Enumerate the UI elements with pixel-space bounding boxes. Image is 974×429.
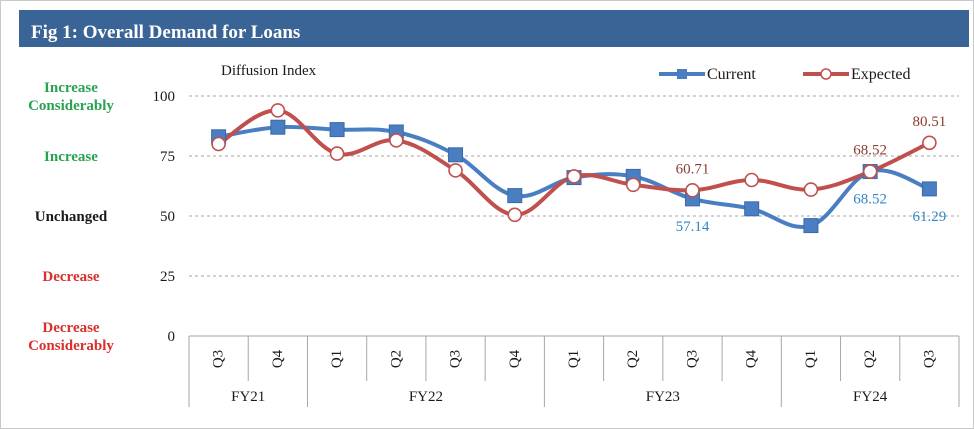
group-label: FY21	[231, 389, 265, 405]
x-tick-label: Q1	[803, 350, 819, 368]
y-tick-label: 100	[153, 89, 176, 105]
data-point	[329, 122, 345, 138]
data-point	[685, 182, 700, 198]
y-axis-title: Diffusion Index	[221, 63, 317, 79]
legend-label: Expected	[851, 66, 911, 83]
legend: Current Expected	[659, 66, 911, 83]
series-markers	[211, 103, 937, 234]
data-point	[566, 169, 582, 184]
data-point	[921, 181, 937, 197]
data-point	[329, 146, 345, 161]
x-tick-label: Q2	[862, 350, 878, 368]
y-tick-label: 50	[160, 209, 175, 225]
y-scale-labels: Increase Considerably Increase Unchanged Dec…	[28, 80, 114, 354]
group-label: FY22	[409, 389, 443, 405]
x-tick-label: Q3	[684, 350, 700, 368]
scale-label: Decrease	[42, 269, 100, 285]
y-tick-label: 0	[168, 329, 176, 345]
x-tick-label: Q2	[388, 350, 404, 368]
series-line	[216, 108, 932, 217]
group-label: FY23	[646, 389, 680, 405]
data-label: 80.51	[913, 114, 947, 130]
chart-title: Fig 1: Overall Demand for Loans	[31, 22, 301, 43]
data-point	[803, 218, 819, 234]
x-tick-label: Q4	[744, 349, 760, 368]
data-point	[211, 136, 226, 152]
x-tick-label: Q1	[566, 350, 582, 368]
x-tick-label: Q3	[921, 350, 937, 368]
legend-swatch-marker	[820, 68, 832, 80]
data-label: 68.52	[853, 143, 887, 159]
data-point	[803, 182, 819, 197]
x-tick-label: Q4	[270, 349, 286, 368]
series-lines	[216, 108, 932, 229]
x-tick-label: Q2	[625, 350, 641, 368]
scale-label: Increase Considerably	[28, 80, 114, 114]
x-tick-label: Q4	[507, 349, 523, 368]
data-point	[270, 103, 286, 118]
chart-title-bar: Fig 1: Overall Demand for Loans	[19, 10, 969, 47]
data-point	[507, 207, 523, 223]
data-point	[744, 201, 760, 217]
scale-label: Decrease Considerably	[28, 320, 114, 354]
data-point	[507, 188, 523, 204]
x-tick-label: Q1	[329, 350, 345, 368]
data-label: 68.52	[853, 192, 887, 208]
data-label: 57.14	[676, 219, 710, 235]
data-label: 61.29	[913, 209, 947, 225]
data-label: 60.71	[676, 161, 710, 177]
y-tick-labels: 0 25 50 75 100	[153, 89, 176, 345]
data-point	[270, 119, 286, 135]
data-point	[625, 177, 641, 193]
data-point	[862, 164, 878, 179]
scale-label: Increase	[44, 149, 98, 165]
x-tick-label: Q3	[211, 350, 227, 368]
scale-label: Unchanged	[35, 209, 108, 225]
x-tick-label: Q3	[448, 350, 464, 368]
y-tick-label: 75	[160, 149, 175, 165]
data-labels: 57.14 68.52 61.29 60.71 68.52 80.51	[676, 114, 947, 235]
x-axis: Q3 Q4 Q1 Q2 Q3 Q4 Q1 Q2 Q3 Q4 Q1 Q2 Q3 FY21 FY22 FY23 FY…	[188, 335, 960, 407]
y-tick-label: 25	[160, 269, 175, 285]
data-point	[922, 135, 937, 151]
data-point	[448, 147, 464, 163]
data-point	[389, 133, 404, 148]
data-point	[448, 163, 463, 178]
legend-swatch-marker	[677, 69, 687, 79]
data-point	[744, 172, 759, 188]
group-label: FY24	[853, 389, 888, 405]
legend-label: Current	[707, 66, 756, 83]
gridlines	[189, 95, 959, 277]
